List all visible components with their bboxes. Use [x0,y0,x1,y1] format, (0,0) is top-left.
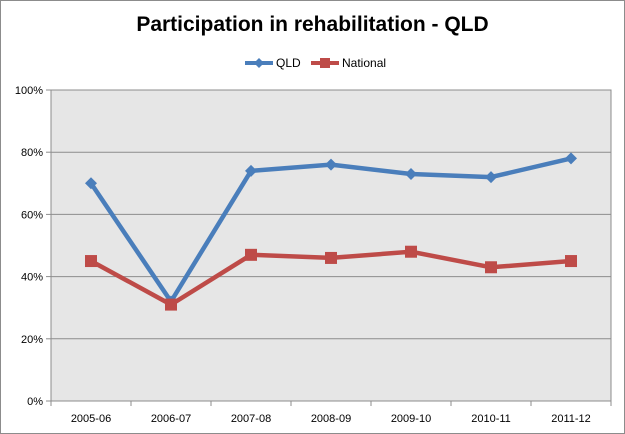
data-point-marker [85,255,97,268]
data-point-marker [325,158,337,171]
data-point-marker [565,255,577,268]
x-tick-label: 2010-11 [471,413,511,425]
data-point-marker [245,164,257,177]
data-point-marker [405,167,417,180]
legend-label-2: National [342,56,386,70]
data-point-marker [165,298,177,311]
x-tick-label: 2011-12 [551,413,591,425]
y-tick-label: 80% [21,147,43,159]
chart-title: Participation in rehabilitation - QLD [136,13,489,36]
grid-lines [51,151,611,340]
y-tick-label: 20% [21,334,43,346]
legend-label-1: QLD [276,56,301,70]
data-point-marker [565,152,577,165]
plot-area [50,89,612,402]
x-tick-label: 2008-09 [311,413,351,425]
data-point-marker [85,177,97,190]
data-point-marker [485,261,497,274]
y-tick-label: 40% [21,272,43,284]
y-tick-label: 100% [15,85,43,97]
x-tick-label: 2006-07 [151,413,191,425]
data-point-marker [245,248,257,261]
legend-marker [254,58,264,68]
series [85,152,577,311]
y-tick-label: 60% [21,209,43,221]
data-point-marker [325,251,337,264]
x-tick-label: 2009-10 [391,413,431,425]
axes: 0% 20% 40% 60% 80% 100% 2005-06 2006-07 2007-08 2… [15,85,612,425]
data-point-marker [485,171,497,184]
legend: QLD National [245,56,386,70]
x-tick-label: 2007-08 [231,413,271,425]
data-point-marker [405,245,417,258]
legend-marker [320,58,330,68]
x-tick-label: 2005-06 [71,413,111,425]
y-tick-label: 0% [27,396,43,408]
